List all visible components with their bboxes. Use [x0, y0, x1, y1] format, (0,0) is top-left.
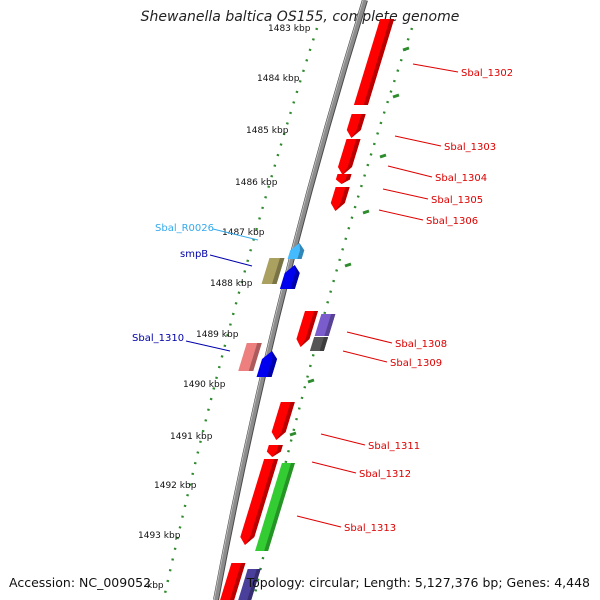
gene-label-leader — [342, 350, 388, 363]
gene-label-leader — [394, 135, 442, 147]
ruler-tick-mark — [344, 262, 352, 268]
gene-label-leader — [346, 331, 393, 344]
gene-feature — [287, 243, 305, 259]
gene-arrow-shade — [290, 265, 300, 289]
ruler-tick-label: 1490 kbp — [183, 380, 226, 390]
gene-label-leader — [320, 433, 366, 446]
gene-label: Sbal_1310 — [132, 333, 184, 344]
gene-label: Sbal_1311 — [368, 441, 420, 452]
gene-arrow-shade — [246, 569, 261, 600]
gene-feature — [255, 463, 295, 551]
gene-feature — [279, 265, 300, 289]
backbone-highlight — [213, 0, 364, 600]
topology-text: Topology: circular; Length: 5,127,376 bp… — [246, 575, 590, 590]
gene-label-leader — [382, 188, 429, 200]
gene-feature — [237, 569, 261, 600]
gene-label-leader — [209, 254, 253, 267]
gene-arrow-shade — [244, 459, 279, 545]
ruler-tick-label: 1488 kbp — [210, 279, 253, 289]
backbone-line — [214, 0, 367, 600]
gene-arrow-shade — [351, 114, 366, 138]
ruler-tick-label: 1483 kbp — [268, 24, 311, 34]
ruler-tick-mark — [362, 209, 370, 215]
ruler-tick-mark — [379, 153, 387, 159]
gene-feature — [335, 174, 352, 184]
accession-text: Accession: NC_009052 — [9, 575, 152, 590]
ruler-tick-label: 1485 kbp — [246, 126, 289, 136]
gene-label: Sbal_1312 — [359, 469, 411, 480]
gene-arrow-shade — [276, 402, 295, 440]
gene-arrow-shade — [228, 563, 246, 600]
gene-feature — [240, 459, 279, 545]
ruler-tick-label: 1487 kbp — [222, 228, 265, 238]
gene-feature — [309, 337, 329, 351]
backbone-shadow — [213, 0, 368, 600]
gene-label: Sbal_1306 — [426, 216, 478, 227]
gene-feature — [218, 563, 246, 600]
gene-feature — [346, 114, 366, 138]
gene-feature — [330, 187, 350, 211]
gene-label-leader — [311, 461, 357, 474]
gene-label-leader — [378, 209, 424, 221]
gene-feature — [261, 258, 285, 284]
gene-arrow-shade — [319, 337, 329, 351]
gene-label: Sbal_1305 — [431, 195, 483, 206]
gene-feature — [314, 314, 336, 336]
gene-feature — [266, 445, 283, 457]
ruler-tick-label: 1489 kbp — [196, 330, 239, 340]
gene-arrow-shade — [264, 463, 295, 551]
gene-label: Sbal_1303 — [444, 142, 496, 153]
gene-label: Sbal_1313 — [344, 523, 396, 534]
gene-label: Sbal_1308 — [395, 339, 447, 350]
gene-label-leader — [387, 165, 433, 178]
gene-arrow — [256, 351, 278, 377]
gene-arrow-shade — [324, 314, 336, 336]
gene-arrow-shade — [341, 174, 352, 184]
ruler-tick-mark — [392, 93, 400, 99]
ruler-tick-label: 1491 kbp — [170, 432, 213, 442]
gene-arrow-shade — [272, 445, 283, 457]
gene-feature — [353, 19, 395, 105]
gene-arrow-shade — [248, 343, 262, 371]
ruler-tick-label: 1492 kbp — [154, 481, 197, 491]
gene-feature — [296, 311, 318, 347]
gene-label-leader — [296, 515, 342, 528]
ruler-tick-label: 1484 kbp — [257, 74, 300, 84]
gene-label-leader — [412, 63, 459, 73]
ruler-tick-mark — [307, 378, 315, 384]
gene-label: Sbal_1309 — [390, 358, 442, 369]
gene-arrow-shade — [297, 243, 305, 259]
ruler-tick-label: 1486 kbp — [235, 178, 278, 188]
gene-feature — [256, 351, 278, 377]
gene-feature — [337, 139, 361, 175]
ruler-dotted-guide — [162, 27, 319, 599]
gene-label: Sbal_1302 — [461, 68, 513, 79]
gene-label: Sbal_R0026 — [155, 223, 214, 234]
ruler-tick-label: 1493 kbp — [138, 531, 181, 541]
ruler-tick-mark — [402, 46, 410, 52]
gene-arrow-shade — [335, 187, 350, 211]
gene-label-leader — [185, 340, 231, 352]
gene-feature — [271, 402, 295, 440]
ruler-tick-mark — [289, 431, 297, 437]
ruler-tick-label: kbp — [147, 581, 164, 591]
gene-arrow — [279, 265, 300, 289]
gene-feature — [238, 343, 262, 371]
gene-arrow-shade — [272, 258, 285, 284]
gene-label-leader — [212, 228, 259, 241]
gene-arrow-shade — [300, 311, 318, 347]
gene-label: Sbal_1304 — [435, 173, 487, 184]
gene-label: smpB — [180, 249, 208, 260]
gene-arrow-shade — [363, 19, 395, 105]
gene-arrow-shade — [267, 351, 278, 377]
gene-arrow-shade — [342, 139, 361, 175]
